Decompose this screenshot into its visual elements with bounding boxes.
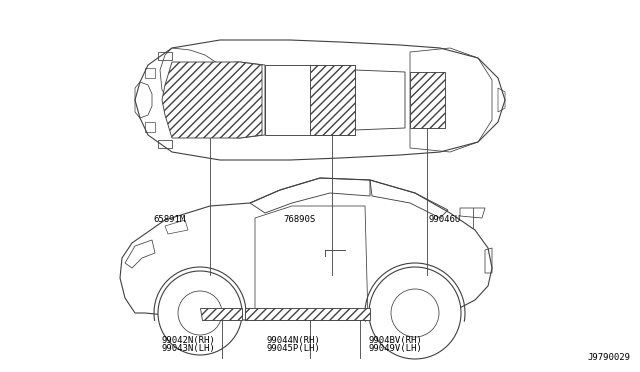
Text: 99045P(LH): 99045P(LH): [266, 344, 320, 353]
Polygon shape: [310, 65, 355, 135]
Text: 99042N(RH): 99042N(RH): [162, 336, 216, 344]
Polygon shape: [162, 62, 262, 138]
Polygon shape: [245, 308, 370, 320]
Text: 76890S: 76890S: [284, 215, 316, 224]
Text: 9904BV(RH): 9904BV(RH): [369, 336, 422, 344]
Polygon shape: [200, 308, 242, 320]
Text: J9790029: J9790029: [587, 353, 630, 362]
Text: 99049V(LH): 99049V(LH): [369, 344, 422, 353]
Text: 99043N(LH): 99043N(LH): [162, 344, 216, 353]
Circle shape: [158, 271, 242, 355]
Text: 99046U: 99046U: [429, 215, 461, 224]
Circle shape: [369, 267, 461, 359]
Text: 99044N(RH): 99044N(RH): [266, 336, 320, 344]
Text: 65891M: 65891M: [154, 215, 186, 224]
Polygon shape: [410, 72, 445, 128]
